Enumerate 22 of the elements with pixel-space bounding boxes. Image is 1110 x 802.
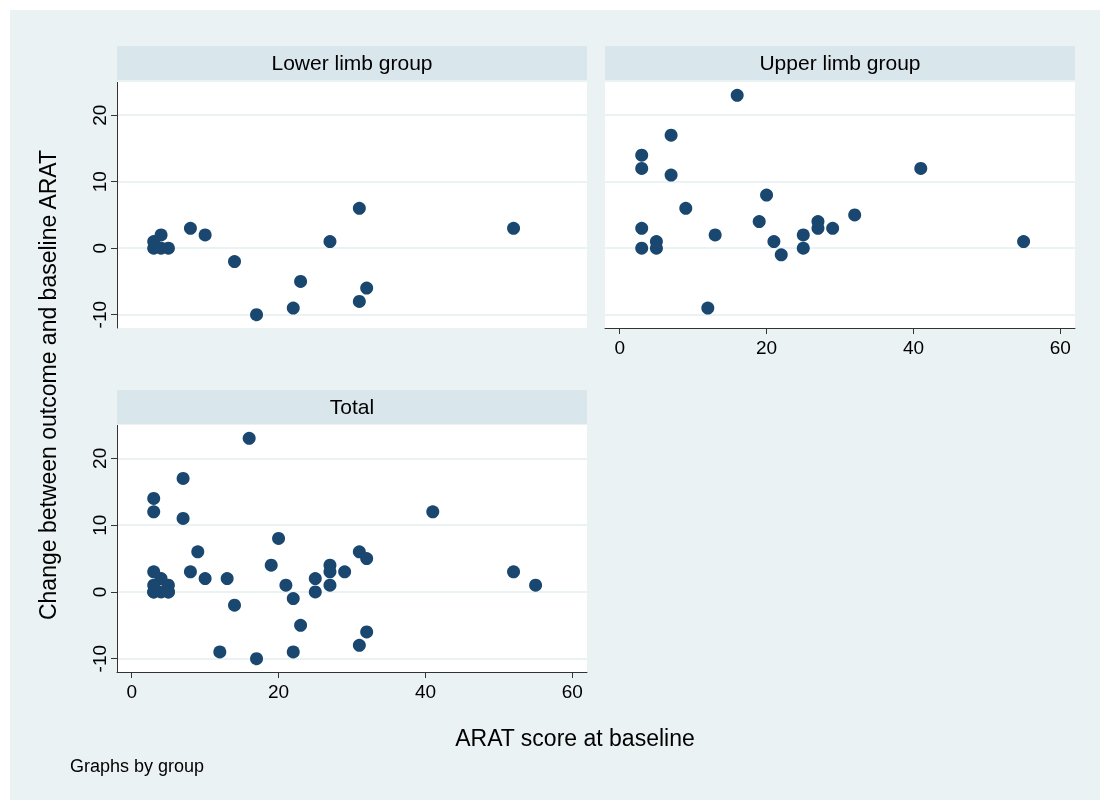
y-tick-label: 0 (89, 586, 110, 598)
x-tick-label: 20 (755, 337, 778, 358)
x-tick-label: 40 (414, 681, 437, 702)
y-tick-label: 10 (89, 171, 110, 193)
text: Graphs by group (70, 756, 205, 777)
x-tick-label: 0 (614, 337, 625, 358)
y-tick-label: -10 (89, 300, 110, 329)
chart-title: Lower limb group (117, 46, 587, 80)
y-axis-title: Change between outcome and baseline ARAT (34, 149, 62, 621)
y-tick-label: 20 (89, 104, 110, 126)
x-tick-label: 40 (902, 337, 925, 358)
y-tick-label: -10 (89, 644, 110, 673)
chart-title: Total (117, 390, 587, 424)
chart-title: Upper limb group (605, 46, 1075, 80)
x-tick-label: 60 (1049, 337, 1071, 358)
y-tick-label: 0 (89, 242, 110, 254)
x-tick-label: 0 (126, 681, 137, 702)
x-tick-label: 60 (561, 681, 583, 702)
x-axis-title: ARAT score at baseline (455, 724, 695, 752)
y-tick-label: 20 (89, 447, 110, 469)
x-tick-label: 20 (267, 681, 290, 702)
y-tick-label: 10 (89, 514, 110, 536)
